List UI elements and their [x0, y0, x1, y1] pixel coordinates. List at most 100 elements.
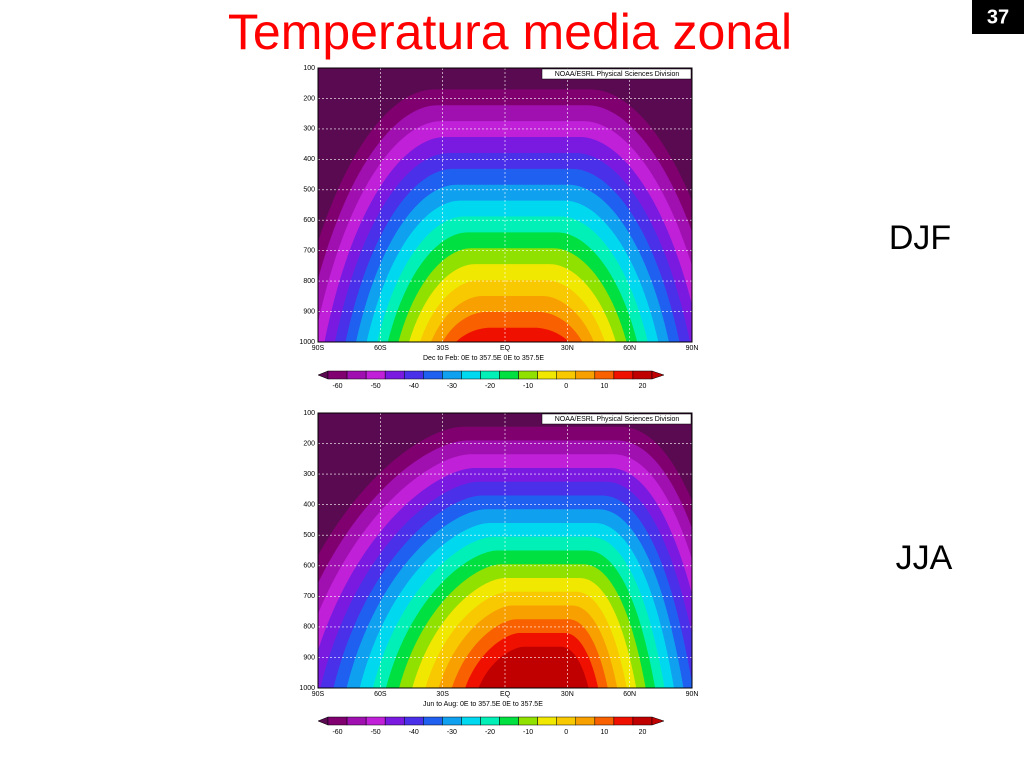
colorbar-box [384, 716, 405, 726]
y-tick-label: 600 [303, 217, 315, 224]
y-tick-label: 300 [303, 126, 315, 133]
x-tick-label: 30S [436, 345, 449, 352]
y-tick-label: 300 [303, 471, 315, 478]
contour-field [318, 413, 692, 688]
y-tick-label: 700 [303, 593, 315, 600]
colorbar-box [518, 370, 538, 380]
colorbar-box [327, 370, 348, 380]
contour-band [478, 646, 589, 688]
y-tick-label: 700 [303, 248, 315, 255]
plot-subtitle: Dec to Feb: 0E to 357.5E 0E to 357.5E [423, 355, 544, 362]
colorbar-label: -50 [371, 729, 381, 736]
colorbar-box [594, 370, 615, 380]
season-label: JJA [896, 539, 953, 577]
colorbar-box [480, 716, 500, 726]
x-tick-label: 60N [623, 345, 636, 352]
colorbar-box [480, 370, 500, 380]
credit-box [541, 68, 692, 80]
page-number-box [972, 0, 1024, 34]
y-tick-label: 400 [303, 156, 315, 163]
x-tick-label: EQ [500, 691, 511, 698]
colorbar-box [499, 716, 519, 726]
x-tick-label: 30S [436, 691, 449, 698]
colorbar-box [575, 716, 596, 726]
credit-box [541, 413, 692, 425]
colorbar-label: -20 [485, 383, 495, 390]
x-tick-label: 90N [686, 691, 699, 698]
plot-frame [317, 67, 693, 343]
colorbar-box [346, 716, 367, 726]
colorbar-end [651, 370, 665, 380]
colorbar-box [442, 716, 462, 726]
colorbar-box [537, 370, 557, 380]
colorbar-label: -40 [409, 383, 419, 390]
y-tick-label: 200 [303, 440, 315, 447]
colorbar-label: -10 [523, 729, 533, 736]
x-tick-label: EQ [500, 345, 511, 352]
y-tick-label: 400 [303, 502, 315, 509]
y-tick-label: 1000 [299, 339, 315, 346]
colorbar-end [651, 716, 665, 726]
y-tick-label: 200 [303, 95, 315, 102]
season-label: DJF [889, 219, 951, 257]
colorbar-label: 20 [639, 383, 647, 390]
colorbar-box [575, 370, 596, 380]
colorbar-box [632, 716, 653, 726]
colorbar-box [518, 716, 538, 726]
colorbar-label: 0 [564, 729, 568, 736]
colorbar-end [317, 370, 329, 380]
colorbar-label: -30 [447, 383, 457, 390]
colorbar-label: -60 [332, 383, 342, 390]
colorbar-box [632, 370, 653, 380]
colorbar-box [499, 370, 519, 380]
colorbar-box [556, 370, 577, 380]
colorbar-box [365, 716, 386, 726]
y-tick-label: 900 [303, 654, 315, 661]
y-tick-label: 800 [303, 624, 315, 631]
colorbar-label: -60 [332, 729, 342, 736]
y-tick-label: 1000 [299, 685, 315, 692]
slide-title: Temperatura media zonal [228, 4, 792, 60]
x-tick-label: 90N [686, 345, 699, 352]
credit: NOAA/ESRL Physical Sciences Division [555, 71, 680, 78]
page-number: 37 [987, 6, 1009, 28]
colorbar-box [327, 716, 348, 726]
plot-frame [317, 412, 693, 689]
colorbar-label: -50 [371, 383, 381, 390]
colorbar-box [537, 716, 557, 726]
x-tick-label: 90S [312, 691, 325, 698]
contour-band [459, 344, 567, 352]
colorbar-label: -20 [485, 729, 495, 736]
colorbar-label: 20 [639, 729, 647, 736]
colorbar-box [365, 370, 386, 380]
colorbar-label: 0 [564, 383, 568, 390]
colorbar-box [461, 370, 481, 380]
y-tick-label: 600 [303, 563, 315, 570]
colorbar-label: -10 [523, 383, 533, 390]
y-tick-label: 100 [303, 65, 315, 72]
colorbar-box [461, 716, 481, 726]
y-tick-label: 500 [303, 187, 315, 194]
x-tick-label: 60S [374, 691, 387, 698]
colorbar-box [346, 370, 367, 380]
x-tick-label: 60N [623, 691, 636, 698]
credit: NOAA/ESRL Physical Sciences Division [555, 416, 680, 423]
plot-subtitle: Jun to Aug: 0E to 357.5E 0E to 357.5E [423, 701, 543, 708]
y-tick-label: 100 [303, 410, 315, 417]
colorbar-label: -30 [447, 729, 457, 736]
colorbar-box [403, 370, 424, 380]
colorbar-box [423, 716, 443, 726]
colorbar-box [613, 370, 634, 380]
colorbar-box [442, 370, 462, 380]
x-tick-label: 30N [561, 345, 574, 352]
colorbar-box [594, 716, 615, 726]
colorbar-end [317, 716, 329, 726]
y-tick-label: 800 [303, 278, 315, 285]
x-tick-label: 60S [374, 345, 387, 352]
colorbar-label: 10 [600, 729, 608, 736]
contour-field [318, 68, 692, 352]
colorbar-box [384, 370, 405, 380]
colorbar-label: 10 [600, 383, 608, 390]
colorbar-box [556, 716, 577, 726]
